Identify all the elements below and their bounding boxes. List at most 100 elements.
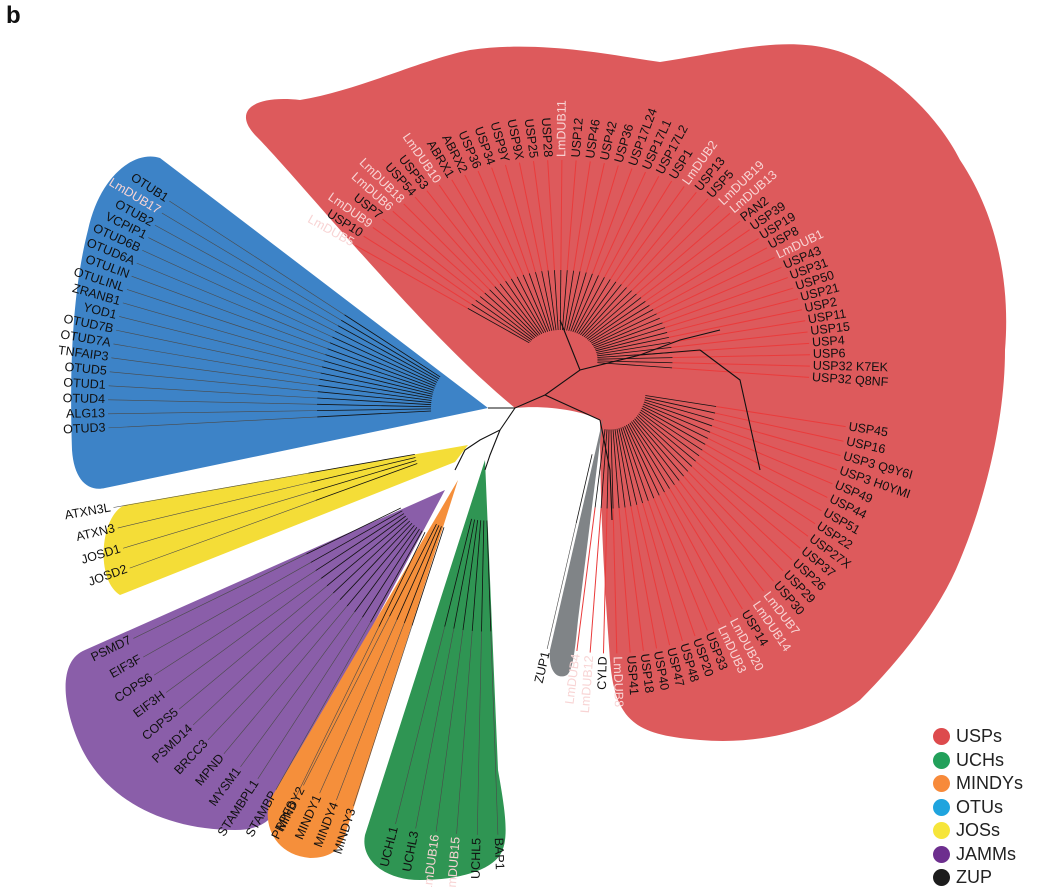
clade-zup-shape [549, 418, 603, 677]
tree-branch [645, 229, 750, 302]
tree-branch-inner [484, 292, 536, 338]
tree-branch-inner [354, 527, 418, 613]
tree-branch [704, 443, 822, 512]
tree-branch [698, 455, 809, 537]
tree-branch-inner [326, 518, 408, 587]
tree-branch-inner [566, 271, 581, 331]
tree-branch [624, 507, 644, 651]
tree-branch-inner [554, 270, 559, 331]
tree-branch-inner [541, 271, 555, 331]
tree-branch [123, 491, 313, 549]
tree-branch-inner [494, 286, 539, 336]
tree-branch-inner [594, 429, 606, 508]
tree-leaf-label: ZUP1 [532, 650, 553, 684]
tree-branch [395, 626, 446, 825]
tree-leaf-label: USP45 [848, 419, 889, 439]
clade-uch-shape [364, 460, 506, 880]
tree-branch-inner [317, 403, 432, 408]
tree-branch [709, 431, 833, 485]
tree-branch-inner [389, 523, 437, 617]
tree-branch-inner [568, 272, 587, 331]
tree-branch-inner [639, 411, 700, 457]
tree-branch [438, 184, 507, 282]
tree-branch [671, 331, 808, 348]
tree-branch [615, 186, 685, 283]
tree-branch [435, 629, 464, 832]
tree-branch [640, 220, 741, 298]
tree-branch-inner [462, 519, 479, 631]
legend-swatch [933, 751, 950, 769]
tree-branch-inner [622, 426, 649, 501]
tree-branch [591, 168, 633, 274]
tree-branch-inner [312, 460, 417, 492]
tree-branch [113, 343, 320, 380]
tree-branch [602, 508, 608, 654]
tree-branch-inner [411, 527, 445, 626]
tree-branch-inner [444, 518, 472, 627]
tree-branch [109, 371, 318, 392]
tree-branch-inner [589, 305, 650, 343]
tree-leaf-label: USP6 [813, 346, 846, 361]
tree-branch [566, 160, 577, 271]
tree-branch-inner [586, 297, 642, 340]
tree-branch-inner [642, 405, 708, 439]
tree-branch [598, 171, 646, 276]
tree-leaf-label: USP11 [807, 306, 847, 326]
tree-branch-inner [467, 308, 530, 344]
tree-branch [707, 437, 828, 498]
tree-branch [275, 621, 371, 790]
tree-branch [336, 622, 405, 801]
tree-branch [666, 298, 799, 333]
tree-branch [491, 167, 530, 274]
tree-branch-inner [640, 409, 703, 451]
tree-branch-inner [624, 425, 655, 499]
tree-branch [169, 200, 345, 316]
tree-leaf-label: CYLD [595, 656, 610, 690]
tree-branch-inner [337, 325, 439, 381]
tree-branch-inner [479, 296, 534, 340]
tree-branch-inner [317, 408, 432, 412]
tree-branch-inner [332, 336, 437, 385]
tree-branch [532, 161, 549, 271]
tree-branch [546, 522, 577, 650]
tree-branch [372, 227, 477, 301]
tree-branch-inner [310, 457, 416, 483]
tree-branch [664, 287, 794, 329]
tree-branch-inner [471, 303, 531, 342]
tree-branch [131, 275, 328, 349]
tree-branch [589, 508, 602, 653]
tree-branch-inner [396, 525, 440, 620]
tree-branch [456, 630, 473, 834]
tree-branch-inner [327, 348, 435, 389]
tree-branch-inner [319, 378, 432, 399]
tree-leaf-label: USP2 [803, 295, 838, 315]
tree-branch [451, 179, 512, 280]
tree-leaf-label: ALG13 [66, 406, 105, 421]
tree-branch-inner [329, 342, 436, 387]
legend-item: OTUs [933, 796, 1023, 820]
tree-branch-inner [594, 327, 666, 350]
tree-branch [490, 631, 499, 835]
tree-branch [111, 357, 319, 386]
tree-branch-inner [616, 428, 632, 507]
legend-label: JAMMs [956, 843, 1016, 864]
tree-leaf-label: BAP1 [492, 838, 507, 870]
tree-branch-inner [585, 293, 637, 339]
tree-branch-inner [593, 317, 660, 347]
tree-leaf-label: LmDUB11 [554, 100, 569, 157]
clade-jamm-shape [65, 490, 445, 830]
tree-leaf-label: OTUD1 [63, 375, 106, 391]
tree-branch [576, 507, 596, 651]
tree-branch [647, 500, 696, 637]
tree-leaf-label: USP32 Q8NF [812, 370, 890, 389]
tree-branch-inner [595, 332, 668, 352]
tree-branch [116, 329, 321, 374]
tree-branch-inner [306, 507, 401, 555]
tree-branch [294, 626, 380, 800]
legend-item: ZUP [933, 866, 1023, 890]
legend-swatch [933, 845, 950, 863]
tree-branch-inner [620, 427, 643, 504]
legend-swatch [933, 775, 950, 793]
legend-swatch [933, 822, 950, 840]
tree-backbone [454, 319, 761, 521]
